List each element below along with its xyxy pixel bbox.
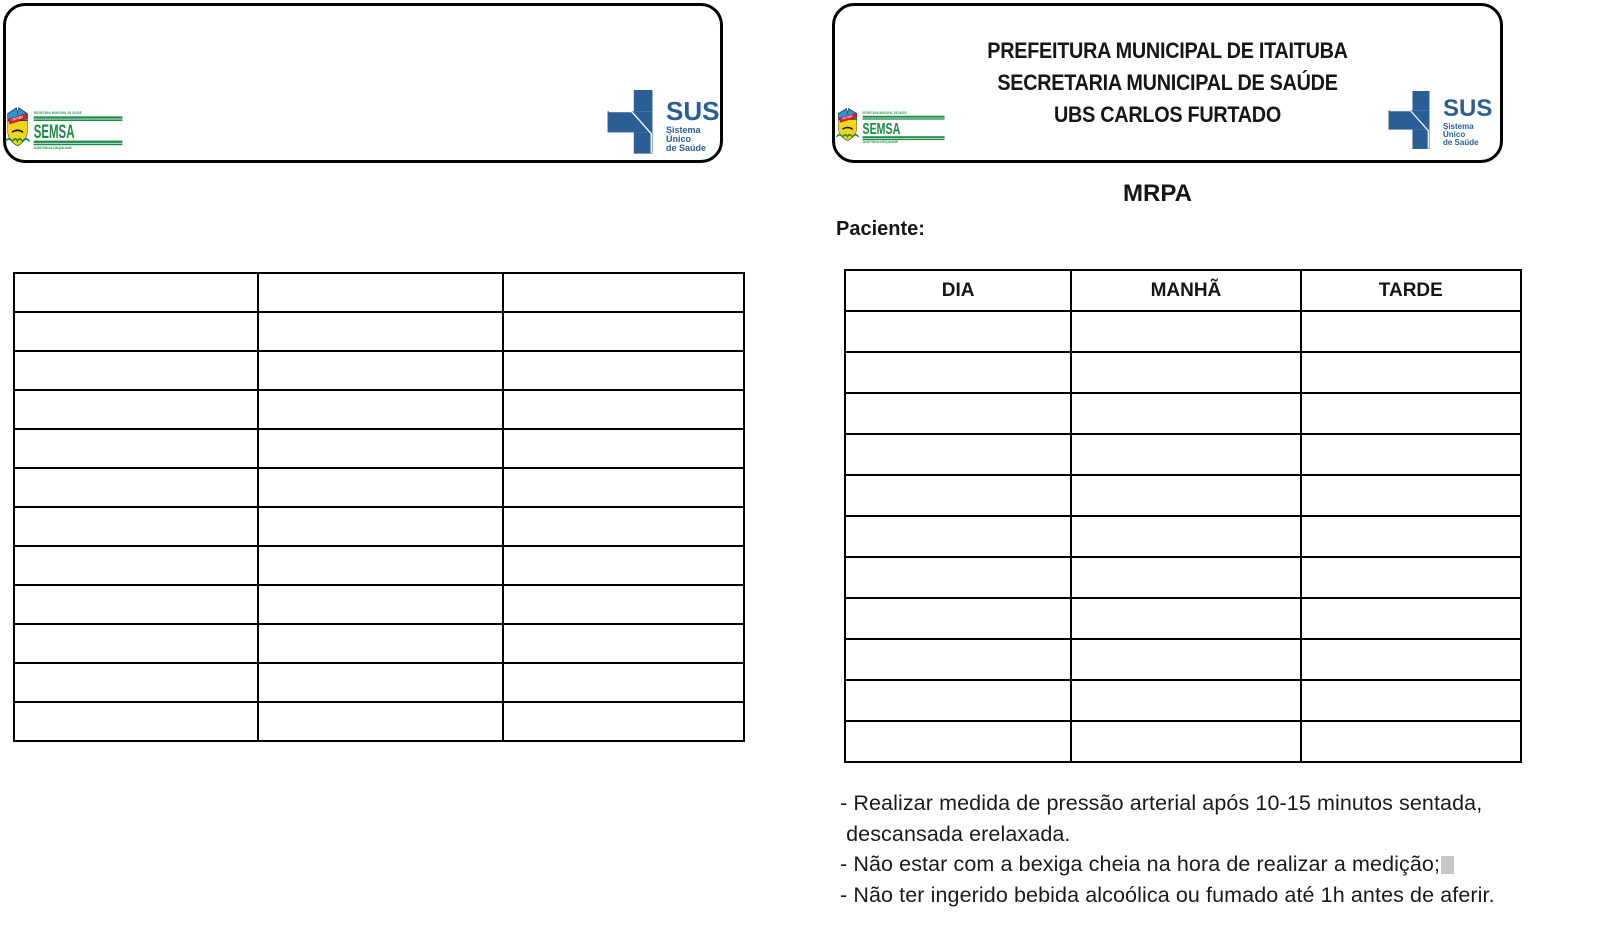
svg-text:SECRETARIA MUNICIPAL DE SAÚDE: SECRETARIA MUNICIPAL DE SAÚDE	[34, 109, 82, 115]
svg-text:SEMSA: SEMSA	[34, 122, 75, 143]
svg-text:SAÚDE PÚBLICA COM QUALIDADE: SAÚDE PÚBLICA COM QUALIDADE	[34, 144, 73, 150]
